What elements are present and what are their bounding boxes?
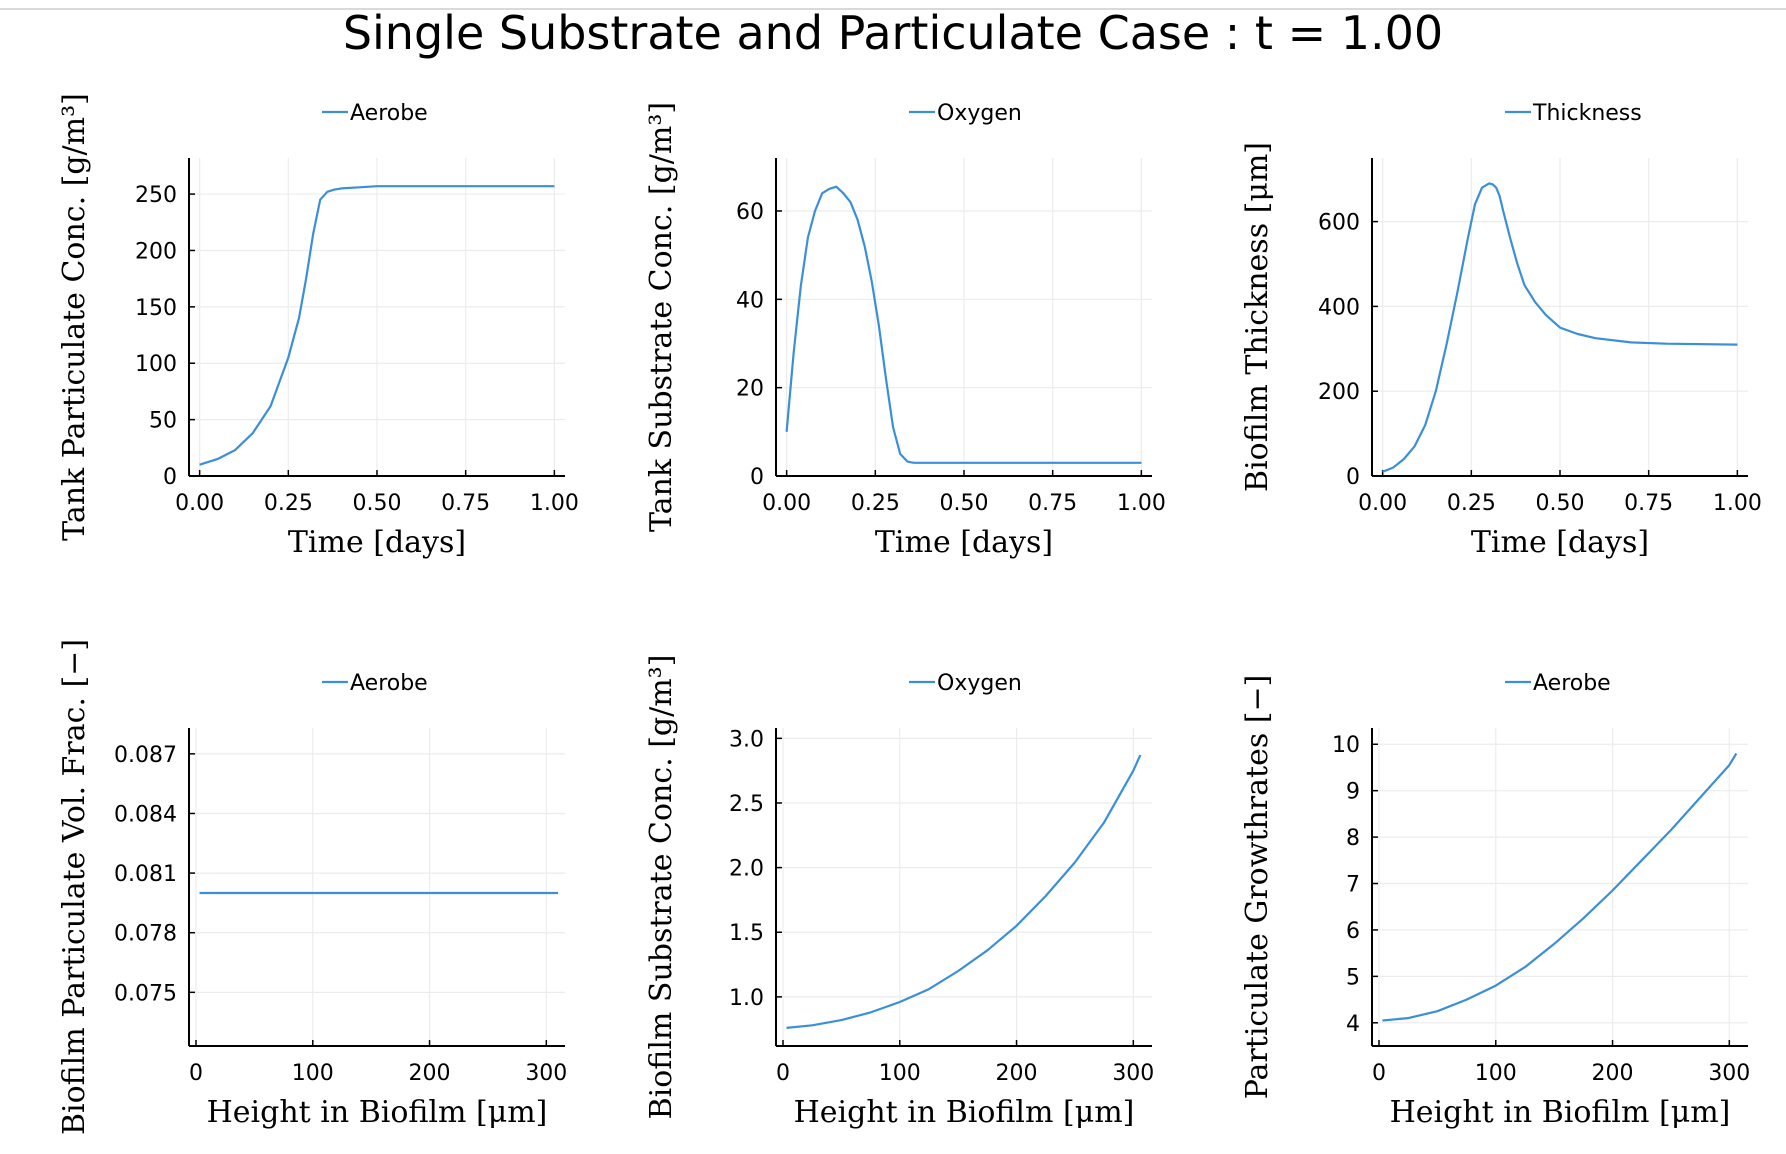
subplot-1: 0.00 0.25 0.50 0.75 1.00 0 50 100 150 200 250 Aerob… [57,93,579,560]
top-border-line [0,8,1786,10]
y-tick-label: 1.5 [729,921,764,946]
y-tick-label: 2.5 [729,792,764,817]
y-tick-label: 600 [1318,211,1360,236]
y-tick-label: 6 [1346,919,1360,944]
x-tick-label: 0.75 [1624,491,1673,516]
y-tick-label: 3.0 [729,727,764,752]
y-tick-label: 0.078 [114,922,177,947]
x-tick-label: 0.50 [1536,491,1585,516]
subplot-5: 0 100 200 300 1.0 1.5 2.0 2.5 3.0 Oxygen Height in… [644,655,1154,1130]
x-tick-label: 300 [525,1061,567,1086]
y-tick-label: 0.087 [114,743,177,768]
x-tick-label: 0.00 [762,491,811,516]
x-tick-label: 1.00 [1117,491,1166,516]
series-line-oxygen [786,754,1142,1029]
y-tick-label: 0.081 [114,862,177,887]
y-axis-label: Tank Particulate Conc. [g/m³] [57,93,92,541]
y-tick-label: 40 [736,288,764,313]
y-tick-label: 9 [1346,780,1360,805]
x-tick-label: 0.75 [1028,491,1077,516]
y-tick-label: 0.075 [114,981,177,1006]
x-tick-label: 0.25 [1447,491,1496,516]
x-tick-label: 200 [996,1061,1038,1086]
y-tick-label: 5 [1346,965,1360,990]
x-tick-label: 1.00 [1713,491,1762,516]
series-line-thickness [1382,182,1738,473]
y-tick-label: 200 [1318,380,1360,405]
legend-label: Thickness [1532,101,1642,126]
x-tick-label: 100 [1475,1061,1517,1086]
y-axis-label: Tank Substrate Conc. [g/m³] [644,102,679,532]
y-tick-label: 50 [149,409,177,434]
y-tick-label: 100 [135,352,177,377]
x-axis-label: Height in Biofilm [μm] [207,1095,548,1130]
y-tick-label: 7 [1346,873,1360,898]
figure-title: Single Substrate and Particulate Case : … [342,6,1444,60]
x-axis-label: Height in Biofilm [μm] [1390,1095,1731,1130]
x-axis-label: Time [days] [1471,525,1649,560]
legend-label: Oxygen [937,671,1022,696]
x-axis-label: Time [days] [288,525,466,560]
y-tick-label: 0 [1346,465,1360,490]
subplot-2: 0.00 0.25 0.50 0.75 1.00 0 20 40 60 Oxygen Time [d… [644,101,1166,560]
x-tick-label: 100 [879,1061,921,1086]
series-line-oxygen [785,185,1142,464]
y-tick-label: 4 [1346,1012,1360,1037]
x-tick-label: 0.50 [940,491,989,516]
y-axis-label: Particulate Growthrates [−] [1240,675,1275,1100]
x-tick-label: 0.50 [353,491,402,516]
x-tick-label: 0 [1372,1061,1386,1086]
y-tick-label: 0 [750,465,764,490]
series-line-aerobe [1382,752,1738,1022]
y-axis-label: Biofilm Thickness [μm] [1240,142,1275,492]
x-tick-label: 200 [409,1061,451,1086]
x-tick-label: 300 [1708,1061,1750,1086]
subplot-6: 0 100 200 300 4 5 6 7 8 9 10 Aerobe Height in Biofil… [1240,671,1750,1130]
y-tick-label: 10 [1332,733,1360,758]
subplot-4: 0 100 200 300 0.075 0.078 0.081 0.084 0.087 Aerob… [57,639,567,1135]
y-tick-label: 0.084 [114,802,177,827]
x-tick-label: 0.00 [1358,491,1407,516]
x-tick-label: 1.00 [530,491,579,516]
x-tick-label: 0.25 [851,491,900,516]
x-tick-label: 200 [1592,1061,1634,1086]
subplot-3: 0.00 0.25 0.50 0.75 1.00 0 200 400 600 Thickness T… [1240,101,1762,560]
x-axis-label: Height in Biofilm [μm] [794,1095,1135,1130]
legend-label: Aerobe [350,101,428,126]
x-axis-label: Time [days] [875,525,1053,560]
y-tick-label: 2.0 [729,857,764,882]
series-line-aerobe [199,185,555,466]
x-tick-label: 0.75 [441,491,490,516]
y-tick-label: 150 [135,296,177,321]
y-axis-label: Biofilm Particulate Vol. Frac. [−] [57,639,92,1135]
y-tick-label: 0 [163,465,177,490]
y-tick-label: 60 [736,200,764,225]
y-tick-label: 400 [1318,295,1360,320]
y-tick-label: 200 [135,239,177,264]
y-tick-label: 1.0 [729,986,764,1011]
legend-label: Aerobe [350,671,428,696]
y-tick-label: 8 [1346,826,1360,851]
x-tick-label: 0.25 [264,491,313,516]
x-tick-label: 300 [1112,1061,1154,1086]
y-tick-label: 250 [135,183,177,208]
y-tick-label: 20 [736,377,764,402]
x-tick-label: 0 [776,1061,790,1086]
legend-label: Oxygen [937,101,1022,126]
legend-label: Aerobe [1533,671,1611,696]
x-tick-label: 0.00 [175,491,224,516]
y-axis-label: Biofilm Substrate Conc. [g/m³] [644,655,679,1120]
x-tick-label: 100 [292,1061,334,1086]
x-tick-label: 0 [189,1061,203,1086]
